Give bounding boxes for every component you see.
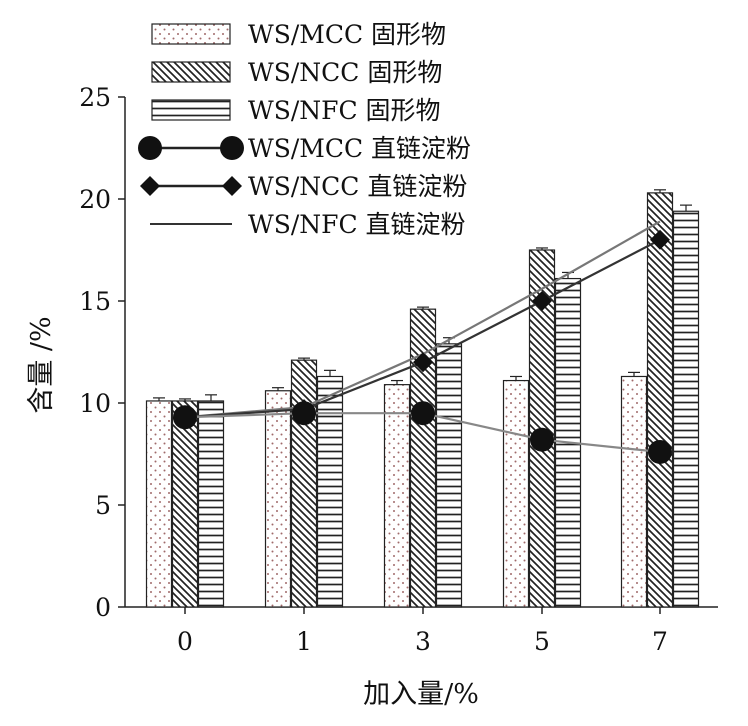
line-series2-point-1 (294, 399, 314, 420)
y-tick-label: 10 (79, 389, 111, 418)
bar-series3-7 (672, 210, 700, 608)
legend-label: WS/NCC 直链淀粉 (248, 172, 467, 201)
x-tick-label: 5 (534, 627, 550, 656)
legend-label: WS/NFC 固形物 (248, 96, 441, 125)
line-series2-point-7 (650, 229, 670, 250)
y-tick-label: 5 (95, 491, 111, 520)
bar-series1-0 (145, 400, 173, 608)
bar-series3-0 (197, 400, 225, 608)
bar-series1-3 (383, 384, 411, 608)
line-series2-point-3 (413, 352, 433, 373)
legend-marker (220, 136, 244, 160)
legend-marker (140, 176, 160, 196)
bar-group (145, 189, 700, 608)
legend-swatch (151, 23, 231, 45)
x-tick-label: 7 (652, 627, 668, 656)
legend-label: WS/MCC 直链淀粉 (248, 134, 471, 163)
line-series1-point-7 (648, 439, 672, 464)
legend-label: WS/NFC 直链淀粉 (248, 210, 466, 239)
bar-series3-1 (316, 375, 344, 608)
x-tick-label: 3 (415, 627, 431, 656)
y-axis-title: 含量 /% (26, 316, 57, 413)
bar-series2-0 (171, 400, 199, 608)
x-axis-title: 加入量/% (363, 679, 479, 710)
y-tick-label: 20 (79, 185, 111, 214)
x-tick-label: 1 (296, 627, 312, 656)
legend-swatch (151, 99, 231, 121)
bar-series2-7 (646, 192, 674, 608)
y-axis-ticks: 0 5 10 15 20 25 (79, 83, 125, 622)
legend: WS/MCC 固形物 WS/NCC 固形物 WS/NFC 固形物 WS/MCC 直链淀… (138, 20, 471, 239)
x-axis-ticks: 0 1 3 5 7 (177, 607, 668, 656)
legend-label: WS/NCC 固形物 (248, 58, 442, 87)
y-tick-label: 0 (95, 593, 111, 622)
legend-swatch (151, 61, 231, 83)
legend-label: WS/MCC 固形物 (248, 20, 446, 49)
y-tick-label: 15 (79, 287, 111, 316)
line-series1-point-3 (411, 401, 435, 426)
bar-series1-1 (264, 390, 292, 608)
line-series2-point-0 (175, 407, 195, 428)
bar-series1-5 (502, 379, 530, 608)
bar-series1-7 (620, 375, 648, 608)
legend-marker (138, 136, 162, 160)
line-series1-point-5 (530, 427, 554, 452)
line-group (173, 220, 672, 464)
x-tick-label: 0 (177, 627, 193, 656)
legend-marker (222, 176, 242, 196)
y-tick-label: 25 (79, 83, 111, 112)
line-series2-point-5 (532, 291, 552, 311)
bar-series3-3 (435, 343, 463, 608)
bar-series2-1 (290, 359, 318, 608)
